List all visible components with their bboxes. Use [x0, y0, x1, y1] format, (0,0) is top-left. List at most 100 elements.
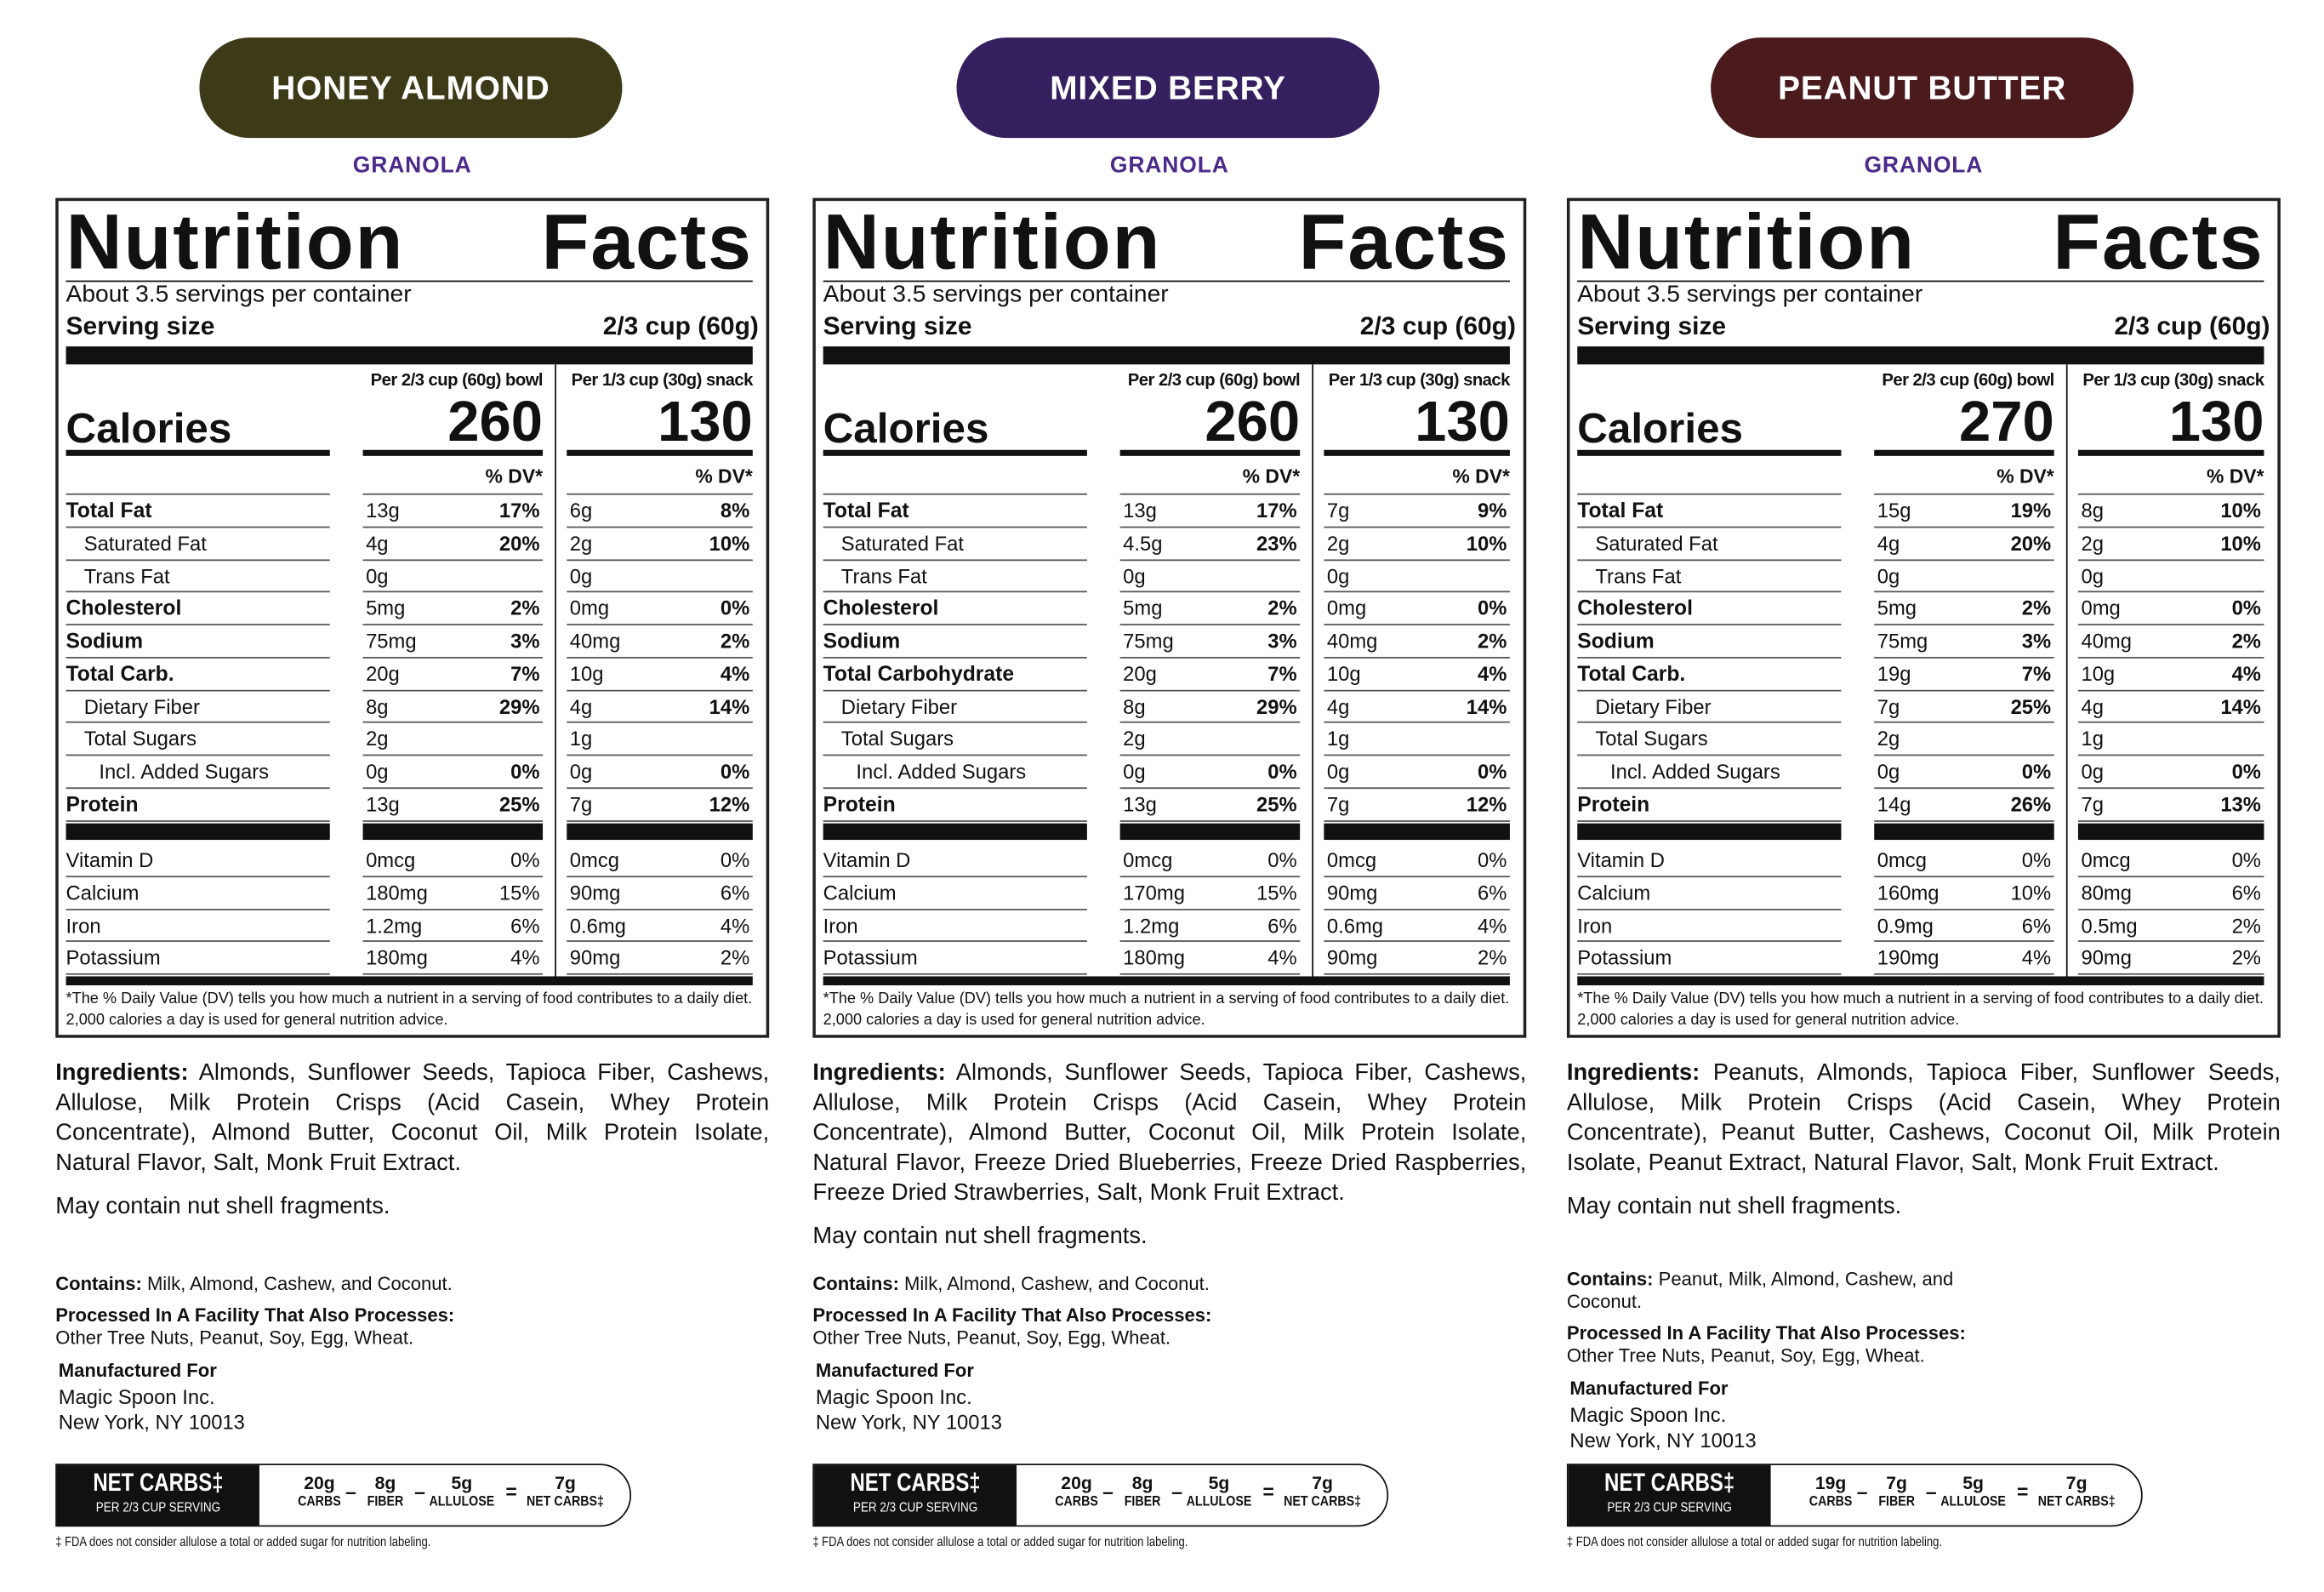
calories-value: 260 [447, 391, 544, 455]
amount: 5mg [1877, 596, 1917, 620]
nutrient-values: 4g 14% [2077, 691, 2264, 724]
amount: 7g [1326, 792, 1350, 816]
net-carbs-unit: NET CARBS‡ [1284, 1493, 1362, 1510]
amount: 7g [1877, 694, 1900, 718]
fda-note: ‡ FDA does not consider allulose a total… [55, 1534, 431, 1549]
daily-value: 14% [1466, 694, 1507, 718]
nutrient-values: 10g 4% [1324, 658, 1510, 691]
bar [1324, 449, 1510, 456]
amount: 1g [1326, 728, 1350, 750]
amount: 0g [1123, 564, 1146, 588]
amount: 4g [1326, 694, 1350, 718]
daily-value: 4% [1477, 914, 1507, 937]
amount: 2g [1877, 728, 1900, 750]
processed-text: Other Tree Nuts, Peanut, Soy, Egg, Wheat… [55, 1327, 414, 1349]
net-carbs-operator: – [345, 1480, 356, 1504]
nutrient-values: 2g [1119, 723, 1301, 756]
daily-value: 7% [2021, 662, 2052, 686]
net-carbs-amount: 20g [1061, 1472, 1092, 1494]
amount: 0.9mg [1877, 914, 1934, 937]
serving-label: Serving size [823, 311, 972, 341]
net-carbs-item: 7g NET CARBS‡ [2017, 1474, 2137, 1512]
net-carbs-operator: = [505, 1480, 517, 1504]
daily-value: 0% [1477, 848, 1507, 872]
nutrient-values: 4g 20% [362, 528, 544, 561]
net-carbs-item: 8g FIBER [1083, 1474, 1203, 1512]
amount: 10g [569, 662, 604, 686]
nutrient-values: 10g 4% [567, 658, 753, 691]
amount: 1.2mg [366, 914, 423, 937]
nutrient-label: Protein [1577, 789, 1842, 822]
daily-value: 10% [709, 532, 750, 555]
nutrient-values: 170mg 15% [1119, 877, 1301, 910]
nutrient-label: Trans Fat [1577, 560, 1842, 593]
daily-value: 2% [2231, 630, 2261, 653]
rule [1577, 493, 1842, 495]
daily-value: 2% [1267, 596, 1297, 620]
nutrient-values: 0g 0% [1119, 756, 1301, 789]
amount: 80mg [2081, 881, 2133, 904]
nutrient-label: Trans Fat [66, 560, 330, 593]
net-carbs-box: NET CARBS‡ PER 2/3 CUP SERVING 20g CARBS 8g F… [55, 1464, 632, 1527]
net-carbs-amount: 7g [555, 1472, 576, 1494]
nutrient-values: 180mg 15% [362, 877, 544, 910]
net-carbs-operator: – [414, 1480, 425, 1504]
daily-value: 2% [720, 630, 750, 653]
amount: 0.6mg [1326, 914, 1384, 937]
nutrient-values: 13g 17% [1119, 495, 1301, 528]
amount: 0g [569, 760, 593, 784]
net-carbs-unit: ALLULOSE [429, 1493, 495, 1510]
nutrient-values: 7g 12% [1324, 789, 1510, 822]
net-carbs-unit: NET CARBS‡ [527, 1493, 604, 1510]
daily-value: 25% [1256, 792, 1297, 816]
amount: 2g [1326, 532, 1350, 555]
daily-value: 4% [720, 914, 750, 937]
contains-label: Contains: [812, 1273, 899, 1295]
nutrient-label: Total Fat [66, 495, 330, 528]
net-carbs-item: 5g ALLULOSE [1913, 1474, 2033, 1512]
amount: 0g [2081, 760, 2104, 784]
amount: 0g [1326, 760, 1350, 784]
nutrient-values: 0mcg 0% [567, 844, 753, 877]
daily-value: 2% [510, 596, 540, 620]
bar [1577, 449, 1842, 456]
nutrient-values: 13g 17% [362, 495, 544, 528]
daily-value: 25% [2010, 694, 2052, 718]
calories-label: Calories [823, 404, 989, 452]
may-contain: May contain nut shell fragments. [812, 1224, 1148, 1250]
ingredients: Ingredients: Peanuts, Almonds, Tapioca F… [1567, 1058, 2281, 1222]
nutrient-values: 75mg 3% [1119, 625, 1301, 659]
amount: 0g [1877, 564, 1900, 588]
serving-size: 2/3 cup (60g) [1359, 311, 1516, 341]
nutrient-label: Vitamin D [823, 844, 1087, 877]
column-head: Per 1/3 cup (30g) snack [2082, 372, 2264, 391]
daily-value: 6% [2231, 881, 2261, 904]
daily-value: 20% [498, 532, 540, 555]
column-head: Per 2/3 cup (60g) bowl [370, 372, 544, 391]
calories-value: 260 [1205, 391, 1301, 455]
serving-size: 2/3 cup (60g) [2114, 311, 2270, 341]
calories-value: 270 [1958, 391, 2054, 455]
nutrient-values: 7g 9% [1324, 495, 1510, 528]
nutrient-label: Sodium [823, 625, 1087, 659]
daily-value: 2% [1477, 630, 1507, 653]
thick-bar [823, 346, 1510, 365]
rule [66, 280, 753, 282]
amount: 7g [2081, 792, 2104, 816]
amount: 170mg [1123, 881, 1185, 904]
nutrition-facts: Nutrition Facts About 3.5 servings per co… [812, 197, 1527, 1038]
amount: 1g [569, 728, 593, 750]
daily-value: 4% [1267, 946, 1297, 970]
nutrient-label: Cholesterol [1577, 593, 1842, 625]
daily-value: 3% [1267, 630, 1297, 653]
nutrient-values: 0g [2077, 560, 2264, 593]
daily-value: 6% [1477, 881, 1507, 904]
amount: 2g [2081, 532, 2104, 555]
nutrient-label: Total Sugars [823, 723, 1087, 756]
daily-value: 15% [498, 881, 540, 904]
nutrient-label: Vitamin D [66, 844, 330, 877]
bar [66, 823, 330, 841]
daily-value: 12% [1466, 792, 1507, 816]
facts-title: Nutrition Facts [66, 199, 753, 287]
